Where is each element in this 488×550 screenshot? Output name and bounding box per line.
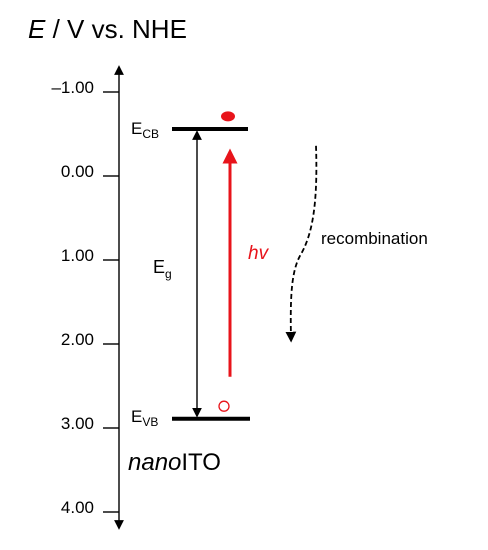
valence-band-label: EVB [131, 407, 158, 429]
axis-tick-label: 2.00 [61, 330, 94, 349]
axis-tick-label: 4.00 [61, 498, 94, 517]
bandgap-label: Eg [153, 257, 172, 281]
cb-label-main: E [131, 119, 142, 138]
axis-tick-label: 3.00 [61, 414, 94, 433]
axis-tick-label: 1.00 [61, 246, 94, 265]
electron-dot [221, 111, 235, 122]
recombination-arrow [285, 145, 318, 343]
recombination-label: recombination [321, 229, 428, 248]
vb-label-sub: VB [142, 415, 158, 429]
axis-ticks: –1.00 0.00 1.00 2.00 3.00 4.00 [51, 78, 119, 517]
excitation-label: hv [248, 243, 270, 264]
bandgap-label-sub: g [165, 267, 172, 281]
axis-title-symbol: E [28, 14, 46, 44]
axis-title-text: / V vs. NHE [45, 14, 187, 44]
conduction-band-label: ECB [131, 119, 159, 141]
bandgap-label-main: E [153, 257, 165, 277]
axis-tick-label: 0.00 [61, 162, 94, 181]
axis-title: E / V vs. NHE [28, 14, 187, 44]
hole-circle [218, 400, 230, 412]
vb-label-main: E [131, 407, 142, 426]
axis-tick-label: –1.00 [51, 78, 94, 97]
material-label: nanoITO [128, 449, 221, 476]
cb-label-sub: CB [142, 127, 159, 141]
material-label-italic: nano [128, 449, 181, 476]
material-label-rest: ITO [181, 449, 221, 476]
